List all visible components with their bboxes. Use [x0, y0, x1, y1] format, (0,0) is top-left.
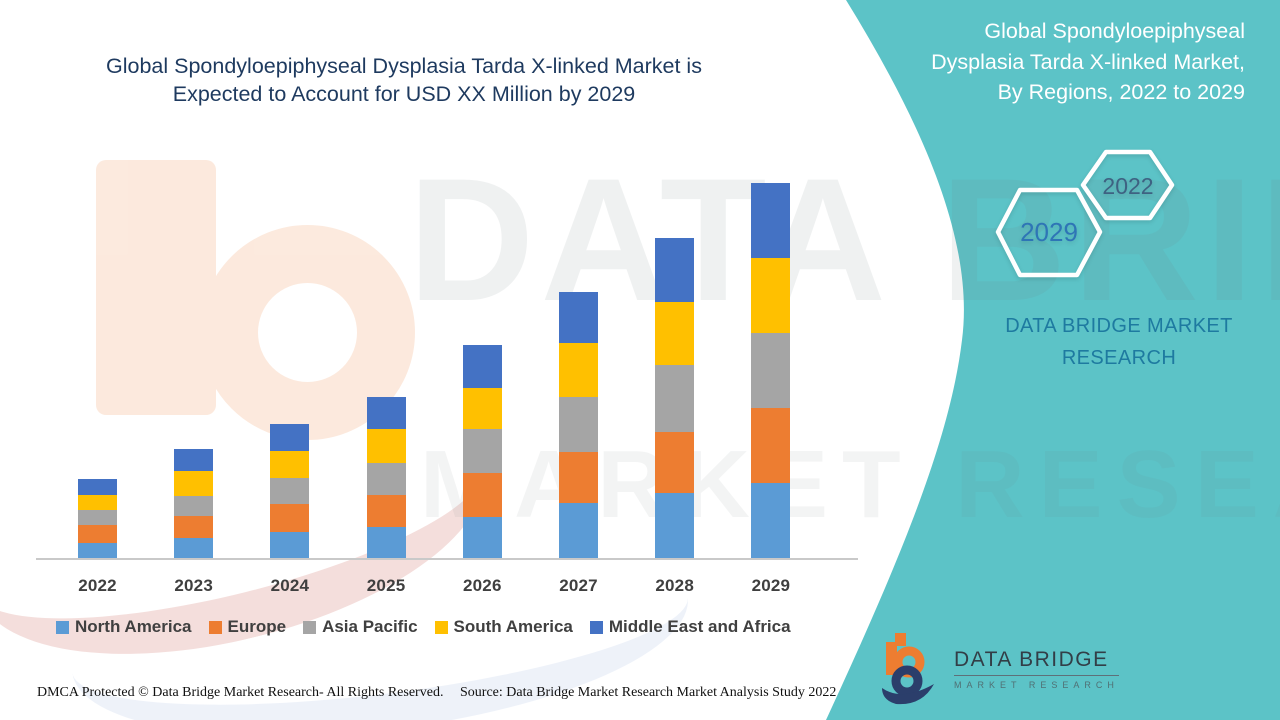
bar-segment-2027-middle-east-and-africa — [559, 292, 598, 343]
legend-swatch-north-america — [56, 620, 69, 634]
bar-segment-2029-south-america — [751, 258, 791, 333]
bar-segment-2022-south-america — [78, 495, 117, 510]
bar-segment-2025-south-america — [366, 429, 406, 463]
bar-segment-2024-europe — [270, 504, 310, 532]
panel-title: Global Spondyloepiphyseal Dysplasia Tard… — [931, 19, 1245, 105]
bar-segment-2028-asia-pacific — [655, 365, 695, 432]
bar-segment-2026-south-america — [462, 388, 502, 429]
bar-segment-2028-middle-east-and-africa — [655, 238, 695, 302]
bar-segment-2024-south-america — [270, 451, 310, 478]
bar-segment-2027-north-america — [559, 503, 598, 558]
bar-segment-2025-north-america — [366, 527, 406, 558]
legend-item-middle-east-and-africa: Middle East and Africa — [589, 617, 791, 637]
bar-segment-2029-middle-east-and-africa — [751, 183, 791, 258]
legend-label-europe: Europe — [227, 617, 287, 636]
bar-segment-2028-europe — [655, 432, 695, 493]
hexagon-badges: 2022 2029 — [995, 149, 1175, 278]
bar-segment-2027-asia-pacific — [559, 397, 598, 452]
legend-label-asia-pacific: Asia Pacific — [322, 617, 418, 636]
bar-segment-2028-south-america — [655, 302, 695, 365]
x-axis-label-2029: 2029 — [751, 576, 791, 595]
x-axis-label-2027: 2027 — [559, 576, 598, 595]
x-axis-label-2024: 2024 — [270, 576, 310, 595]
legend-item-south-america: South America — [434, 617, 573, 637]
bar-segment-2029-europe — [751, 408, 791, 483]
legend-swatch-asia-pacific — [303, 620, 317, 634]
footer-source: Source: Data Bridge Market Research Mark… — [460, 685, 837, 700]
chart-title: Global Spondyloepiphyseal Dysplasia Tard… — [106, 54, 702, 107]
x-axis-label-2025: 2025 — [366, 576, 406, 595]
footer-dmca: DMCA Protected © Data Bridge Market Rese… — [37, 685, 444, 700]
bar-segment-2029-north-america — [751, 483, 791, 558]
bar-segment-2022-europe — [78, 525, 117, 543]
bar-segment-2028-north-america — [655, 493, 695, 558]
hexagon-2022-label: 2022 — [1102, 173, 1153, 199]
legend-item-north-america: North America — [56, 617, 192, 637]
bar-segment-2024-middle-east-and-africa — [270, 424, 310, 451]
bar-segment-2023-south-america — [174, 471, 214, 496]
legend-swatch-south-america — [434, 620, 448, 634]
legend-item-asia-pacific: Asia Pacific — [303, 617, 418, 637]
bar-segment-2027-europe — [559, 452, 598, 503]
bar-segment-2023-europe — [174, 516, 214, 538]
bar-segment-2024-asia-pacific — [270, 478, 310, 504]
bar-segment-2023-middle-east-and-africa — [174, 449, 214, 471]
bar-segment-2023-north-america — [174, 538, 214, 558]
legend-label-middle-east-and-africa: Middle East and Africa — [608, 617, 791, 636]
brand-wordmark: DATA BRIDGE MARKET RESEARCH — [1005, 315, 1233, 369]
hexagon-2029-label: 2029 — [1020, 217, 1078, 247]
company-logo-subtitle: MARKET RESEARCH — [954, 680, 1119, 690]
bar-segment-2022-middle-east-and-africa — [78, 479, 117, 495]
x-axis-label-2023: 2023 — [174, 576, 213, 595]
legend-swatch-middle-east-and-africa — [589, 620, 603, 634]
bar-segment-2023-asia-pacific — [174, 496, 214, 516]
hexagon-2029 — [995, 187, 1103, 278]
company-logo: DATA BRIDGE MARKET RESEARCH — [882, 632, 1119, 706]
bar-segment-2022-north-america — [78, 543, 117, 558]
legend-swatch-europe — [208, 620, 222, 634]
bar-segment-2026-middle-east-and-africa — [462, 345, 502, 388]
hexagon-2022 — [1080, 149, 1175, 221]
bar-segment-2024-north-america — [270, 532, 310, 558]
bar-segment-2025-middle-east-and-africa — [366, 397, 406, 429]
bar-segment-2025-asia-pacific — [366, 463, 406, 495]
bar-segment-2022-asia-pacific — [78, 510, 117, 525]
bar-segment-2026-asia-pacific — [462, 429, 502, 473]
x-axis-label-2028: 2028 — [655, 576, 694, 595]
legend-label-south-america: South America — [453, 617, 573, 636]
bar-segment-2027-south-america — [559, 343, 598, 397]
chart-legend: North America Europe Asia Pacific South Ame… — [56, 617, 791, 637]
bar-segment-2029-asia-pacific — [751, 333, 791, 408]
legend-label-north-america: North America — [75, 617, 192, 636]
x-axis-label-2026: 2026 — [462, 576, 502, 595]
company-logo-name: DATA BRIDGE — [954, 648, 1119, 676]
bar-segment-2026-europe — [462, 473, 502, 517]
x-axis-label-2022: 2022 — [78, 576, 117, 595]
legend-item-europe: Europe — [208, 617, 287, 637]
bar-segment-2025-europe — [366, 495, 406, 527]
x-axis-line — [36, 558, 858, 560]
company-logo-icon — [882, 633, 934, 705]
bar-segment-2026-north-america — [462, 517, 502, 558]
